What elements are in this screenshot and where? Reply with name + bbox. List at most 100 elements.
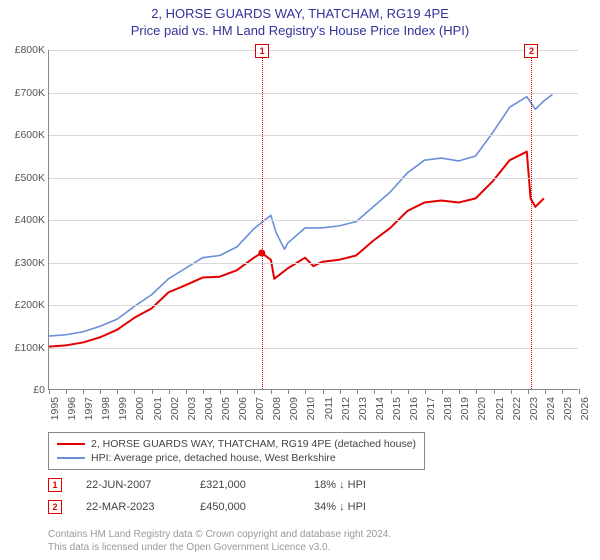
legend-row: 2, HORSE GUARDS WAY, THATCHAM, RG19 4PE … (57, 437, 416, 451)
event-date: 22-MAR-2023 (86, 501, 176, 513)
x-tick-label: 2026 (579, 397, 591, 420)
title-subtitle: Price paid vs. HM Land Registry's House … (0, 23, 600, 38)
x-tick (83, 389, 84, 394)
legend-label: HPI: Average price, detached house, West… (91, 452, 336, 464)
x-tick-label: 2023 (528, 397, 540, 420)
x-tick (323, 389, 324, 394)
event-marker-box: 2 (48, 500, 62, 514)
x-tick-label: 2000 (134, 397, 146, 420)
x-tick-label: 2021 (494, 397, 506, 420)
x-tick-label: 2009 (288, 397, 300, 420)
x-tick-label: 2018 (442, 397, 454, 420)
x-tick (100, 389, 101, 394)
event-date: 22-JUN-2007 (86, 479, 176, 491)
x-tick (203, 389, 204, 394)
series-line (49, 94, 552, 336)
x-tick (476, 389, 477, 394)
x-tick (391, 389, 392, 394)
x-tick (271, 389, 272, 394)
x-tick-label: 1999 (117, 397, 129, 420)
x-tick-label: 2006 (237, 397, 249, 420)
x-tick-label: 1996 (66, 397, 78, 420)
grid-line (49, 348, 578, 349)
y-tick-label: £800K (15, 44, 49, 56)
x-tick-label: 2011 (323, 397, 335, 420)
x-tick-label: 2005 (220, 397, 232, 420)
event-table: 122-JUN-2007£321,00018% ↓ HPI222-MAR-202… (48, 478, 404, 522)
x-tick (494, 389, 495, 394)
event-price: £321,000 (200, 479, 290, 491)
y-tick-label: £600K (15, 129, 49, 141)
x-tick (528, 389, 529, 394)
x-tick-label: 2002 (169, 397, 181, 420)
legend-swatch (57, 443, 85, 445)
x-tick (66, 389, 67, 394)
marker-box: 1 (255, 44, 269, 58)
x-tick (579, 389, 580, 394)
x-tick (254, 389, 255, 394)
x-tick-label: 2001 (152, 397, 164, 420)
marker-box: 2 (524, 44, 538, 58)
y-tick-label: £200K (15, 299, 49, 311)
x-tick-label: 2008 (271, 397, 283, 420)
x-tick (169, 389, 170, 394)
x-tick (357, 389, 358, 394)
y-tick-label: £300K (15, 257, 49, 269)
event-diff: 18% ↓ HPI (314, 479, 404, 491)
grid-line (49, 135, 578, 136)
x-tick (186, 389, 187, 394)
x-tick-label: 2022 (511, 397, 523, 420)
y-tick-label: £100K (15, 342, 49, 354)
series-line (49, 152, 544, 347)
x-tick-label: 2015 (391, 397, 403, 420)
y-tick-label: £400K (15, 214, 49, 226)
grid-line (49, 178, 578, 179)
event-row: 2 22-MAR-2023 £450,000 34% ↓ HPI (48, 500, 404, 514)
footnote-line2: This data is licensed under the Open Gov… (48, 542, 391, 555)
x-tick (220, 389, 221, 394)
marker-line (262, 50, 263, 389)
x-tick-label: 2007 (254, 397, 266, 420)
x-tick-label: 2016 (408, 397, 420, 420)
x-tick-label: 2025 (562, 397, 574, 420)
y-tick-label: £500K (15, 172, 49, 184)
x-tick (152, 389, 153, 394)
x-tick (288, 389, 289, 394)
chart-area: £0£100K£200K£300K£400K£500K£600K£700K£80… (48, 50, 578, 390)
chart-container: 2, HORSE GUARDS WAY, THATCHAM, RG19 4PE … (0, 0, 600, 560)
y-tick-label: £700K (15, 87, 49, 99)
grid-line (49, 263, 578, 264)
x-tick (425, 389, 426, 394)
x-tick (134, 389, 135, 394)
event-price: £450,000 (200, 501, 290, 513)
grid-line (49, 50, 578, 51)
grid-line (49, 93, 578, 94)
x-tick (545, 389, 546, 394)
x-tick-label: 2017 (425, 397, 437, 420)
title-address: 2, HORSE GUARDS WAY, THATCHAM, RG19 4PE (0, 6, 600, 21)
event-diff: 34% ↓ HPI (314, 501, 404, 513)
footnote: Contains HM Land Registry data © Crown c… (48, 529, 391, 554)
x-tick-label: 2014 (374, 397, 386, 420)
x-tick (511, 389, 512, 394)
legend: 2, HORSE GUARDS WAY, THATCHAM, RG19 4PE … (48, 432, 425, 470)
plot-region: £0£100K£200K£300K£400K£500K£600K£700K£80… (48, 50, 578, 390)
x-tick-label: 2004 (203, 397, 215, 420)
event-row: 122-JUN-2007£321,00018% ↓ HPI (48, 478, 404, 492)
x-tick (237, 389, 238, 394)
x-tick (117, 389, 118, 394)
y-tick-label: £0 (33, 384, 49, 396)
x-tick (408, 389, 409, 394)
x-tick-label: 2020 (476, 397, 488, 420)
x-tick (562, 389, 563, 394)
x-tick-label: 2012 (340, 397, 352, 420)
x-tick (49, 389, 50, 394)
x-tick (459, 389, 460, 394)
x-tick (374, 389, 375, 394)
title-block: 2, HORSE GUARDS WAY, THATCHAM, RG19 4PE … (0, 0, 600, 38)
x-tick (442, 389, 443, 394)
x-tick-label: 1995 (49, 397, 61, 420)
x-tick-label: 2019 (459, 397, 471, 420)
x-tick-label: 2024 (545, 397, 557, 420)
legend-label: 2, HORSE GUARDS WAY, THATCHAM, RG19 4PE … (91, 438, 416, 450)
